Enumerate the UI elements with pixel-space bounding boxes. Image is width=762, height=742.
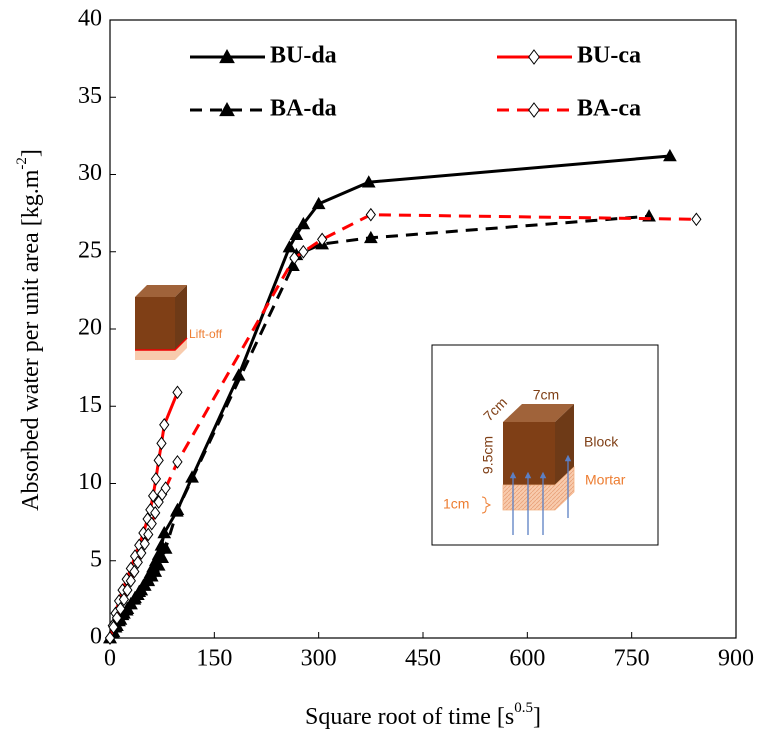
x-tick-label: 750 [614,646,650,672]
mortar-block [502,466,575,511]
diamond-marker [528,49,540,65]
diamond-marker [147,489,159,503]
y-tick-label: 5 [90,546,102,572]
legend-label: BA-ca [577,96,641,122]
diamond-marker [298,244,309,259]
cube-front [135,297,175,350]
y-tick-label: 30 [78,160,102,186]
legend-label: BU-ca [577,43,641,69]
x-tick-label: 0 [104,646,116,672]
axes: 0 150 300 450 600 750 900 0 5 10 15 20 25 30 35 40 [78,6,754,672]
diamond-marker [160,481,171,495]
triangle-marker [663,148,677,162]
mortar-label: Mortar [585,472,626,488]
diamond-marker [104,631,116,645]
x-tick-label: 450 [405,646,441,672]
x-tick-label: 150 [196,646,232,672]
diamond-marker [691,212,702,227]
cube-side [175,285,187,350]
diamond-marker [125,574,136,588]
y-tick-label: 40 [78,6,102,32]
triangle-marker [148,564,163,577]
diamond-marker [118,592,130,607]
height-label: 9.5cm [480,436,496,474]
x-label-suffix: ] [533,704,541,730]
diamond-marker [153,453,164,468]
y-tick-label: 10 [78,469,102,495]
diamond-marker [317,232,328,247]
x-tick-label: 900 [718,646,754,672]
diamond-marker [150,472,162,486]
diamond-marker [289,251,300,265]
block-front [503,422,555,485]
y-axis-label: Absorbed water per unit area [kg.m-2] [14,149,43,511]
triangle-marker [158,541,173,554]
diamond-marker [172,455,183,469]
diamond-marker [136,546,147,560]
y-label-text: Absorbed water per unit area [kg.m [18,169,44,511]
series [104,207,702,645]
triangle-marker [155,550,170,563]
triangle-marker [157,525,172,539]
y-tick-label: 35 [78,83,102,109]
lift-off-line [135,337,188,351]
diamond-marker [365,207,376,222]
y-tick-label: 0 [90,624,102,650]
y-tick-label: 15 [78,392,102,418]
x-tick-label: 600 [509,646,545,672]
block-label: Block [584,434,619,450]
diamond-marker [132,555,143,570]
triangle-marker [286,258,300,271]
thickness-brace [481,496,492,514]
diamond-marker [108,620,119,635]
x-tick-label: 300 [301,646,337,672]
triangle-marker [219,101,235,117]
triangle-marker [170,502,185,516]
series-layer [103,148,702,645]
diamond-marker [159,417,170,432]
triangle-marker [361,175,376,188]
triangle-marker [311,196,326,210]
diamond-marker [122,583,133,597]
y-tick-label: 20 [78,315,102,341]
diamond-marker [172,385,183,400]
legend: BU-da BU-ca BA-da BA-ca [190,43,641,122]
y-label-suffix: ] [18,149,44,157]
triangle-marker [219,48,235,64]
diamond-marker [528,102,540,118]
diamond-marker [111,611,123,625]
y-tick-label: 25 [78,237,102,263]
triangle-marker [289,227,304,241]
triangle-marker [151,558,166,571]
legend-label: BU-da [270,43,337,69]
diamond-marker [156,436,167,451]
x-label-sup: 0.5 [514,700,533,716]
legend-label: BA-da [270,96,337,122]
lift-off-inset: Lift-off [135,285,223,360]
cube-top [135,285,187,297]
triangle-marker [282,240,297,253]
diamond-marker [146,516,157,531]
series [104,385,183,645]
mortar-thickness-label: 1cm [443,496,469,512]
mortar-layer [135,338,187,360]
triangle-marker [296,216,311,230]
x-label-text: Square root of time [s [305,704,514,730]
specimen-inset: 7cm 7cm 9.5cm Block Mortar 1cm [431,344,659,546]
triangle-marker [363,230,378,244]
lift-off-label: Lift-off [189,327,223,341]
diamond-marker [115,601,126,616]
block-side [555,404,574,485]
diamond-marker [143,527,154,542]
y-label-sup: -2 [14,157,30,170]
width-label: 7cm [533,387,559,403]
x-axis-label: Square root of time [s0.5] [305,700,541,729]
diamond-marker [150,506,161,520]
diamond-marker [139,536,150,551]
block-top [503,404,574,422]
diamond-marker [129,564,140,579]
